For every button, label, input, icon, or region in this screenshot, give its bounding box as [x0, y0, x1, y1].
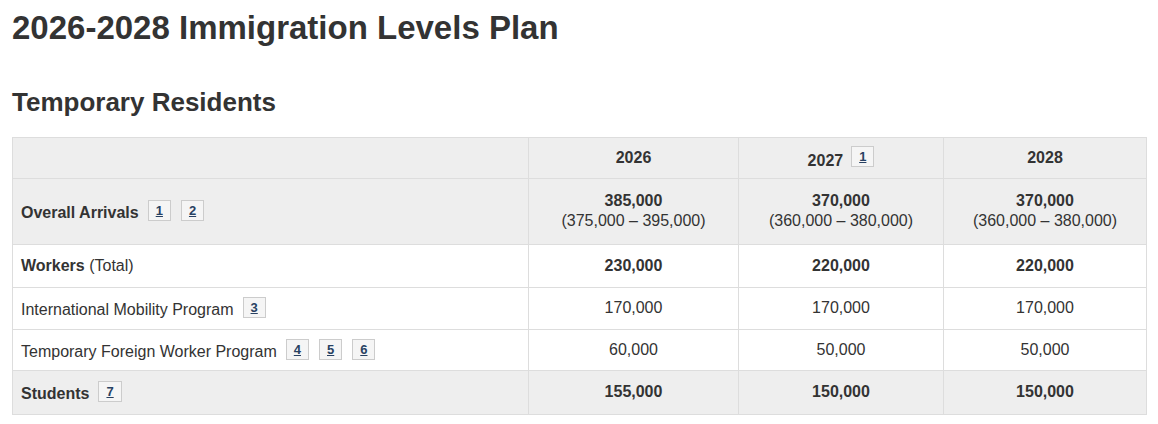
table-row-international-mobility-program: International Mobility Program3 170,000 … — [13, 287, 1147, 329]
column-header-2027-label: 2027 — [808, 152, 844, 169]
value-main: 50,000 — [817, 341, 866, 358]
value-imp-2028: 170,000 — [944, 287, 1147, 329]
value-main: 150,000 — [812, 383, 870, 400]
footnote-link-students-7[interactable]: 7 — [98, 381, 121, 402]
value-tfwp-2027: 50,000 — [739, 329, 944, 370]
footnote-link-overall-2[interactable]: 2 — [181, 200, 204, 221]
row-label-text: International Mobility Program — [21, 301, 234, 318]
value-main: 60,000 — [609, 341, 658, 358]
value-students-2027: 150,000 — [739, 370, 944, 414]
row-label-suffix: (Total) — [85, 257, 134, 274]
value-imp-2027: 170,000 — [739, 287, 944, 329]
value-main: 385,000 — [537, 192, 730, 210]
table-row-workers-total: Workers (Total) 230,000 220,000 220,000 — [13, 244, 1147, 287]
section-heading: Temporary Residents — [12, 88, 1146, 117]
value-overall-2027: 370,000 (360,000 – 380,000) — [739, 178, 944, 244]
column-header-2026: 2026 — [529, 137, 739, 178]
page-container: 2026-2028 Immigration Levels Plan Tempor… — [0, 9, 1158, 415]
value-main: 170,000 — [1016, 299, 1074, 316]
footnote-link-header-2027-1[interactable]: 1 — [851, 146, 874, 167]
footnote-link-imp-3[interactable]: 3 — [243, 297, 266, 318]
value-main: 220,000 — [812, 257, 870, 274]
value-overall-2026: 385,000 (375,000 – 395,000) — [529, 178, 739, 244]
value-main: 155,000 — [605, 383, 663, 400]
value-main: 170,000 — [605, 299, 663, 316]
value-tfwp-2028: 50,000 — [944, 329, 1147, 370]
footnote-link-overall-1[interactable]: 1 — [148, 200, 171, 221]
value-students-2028: 150,000 — [944, 370, 1147, 414]
value-workers-2028: 220,000 — [944, 244, 1147, 287]
column-header-2026-label: 2026 — [616, 149, 652, 166]
table-header-row: 2026 2027 1 2028 — [13, 137, 1147, 178]
value-overall-2028: 370,000 (360,000 – 380,000) — [944, 178, 1147, 244]
value-range: (360,000 – 380,000) — [952, 212, 1138, 230]
table-row-students: Students 7 155,000 150,000 150,000 — [13, 370, 1147, 414]
row-label-text: Students — [21, 385, 89, 402]
column-header-2027: 2027 1 — [739, 137, 944, 178]
value-workers-2027: 220,000 — [739, 244, 944, 287]
value-main: 150,000 — [1016, 383, 1074, 400]
table-row-temporary-foreign-worker-program: Temporary Foreign Worker Program 456 60,0… — [13, 329, 1147, 370]
column-header-2028: 2028 — [944, 137, 1147, 178]
value-main: 50,000 — [1021, 341, 1070, 358]
row-label-text: Workers — [21, 257, 85, 274]
footnote-link-tfwp-6[interactable]: 6 — [352, 339, 375, 360]
value-students-2026: 155,000 — [529, 370, 739, 414]
row-label-temporary-foreign-worker-program: Temporary Foreign Worker Program 456 — [13, 329, 529, 370]
value-range: (375,000 – 395,000) — [537, 212, 730, 230]
value-main: 220,000 — [1016, 257, 1074, 274]
value-imp-2026: 170,000 — [529, 287, 739, 329]
value-main: 230,000 — [605, 257, 663, 274]
page-title: 2026-2028 Immigration Levels Plan — [12, 9, 1146, 47]
row-label-workers-total: Workers (Total) — [13, 244, 529, 287]
footnote-link-tfwp-4[interactable]: 4 — [286, 339, 309, 360]
value-range: (360,000 – 380,000) — [747, 212, 935, 230]
immigration-levels-table: 2026 20271 2028 Overall Arrivals12 385,0… — [12, 137, 1147, 415]
value-tfwp-2026: 60,000 — [529, 329, 739, 370]
column-header-2028-label: 2028 — [1027, 149, 1063, 166]
column-header-empty — [13, 137, 529, 178]
value-workers-2026: 230,000 — [529, 244, 739, 287]
row-label-text: Overall Arrivals — [21, 204, 139, 221]
row-label-students: Students 7 — [13, 370, 529, 414]
footnote-link-tfwp-5[interactable]: 5 — [319, 339, 342, 360]
table-row-overall-arrivals: Overall Arrivals 12 385,000 (375,000 – 39… — [13, 178, 1147, 244]
row-label-text: Temporary Foreign Worker Program — [21, 343, 277, 360]
value-main: 370,000 — [747, 192, 935, 210]
row-label-overall-arrivals: Overall Arrivals 12 — [13, 178, 529, 244]
row-label-international-mobility-program: International Mobility Program 3 — [13, 287, 529, 329]
value-main: 370,000 — [952, 192, 1138, 210]
value-main: 170,000 — [812, 299, 870, 316]
